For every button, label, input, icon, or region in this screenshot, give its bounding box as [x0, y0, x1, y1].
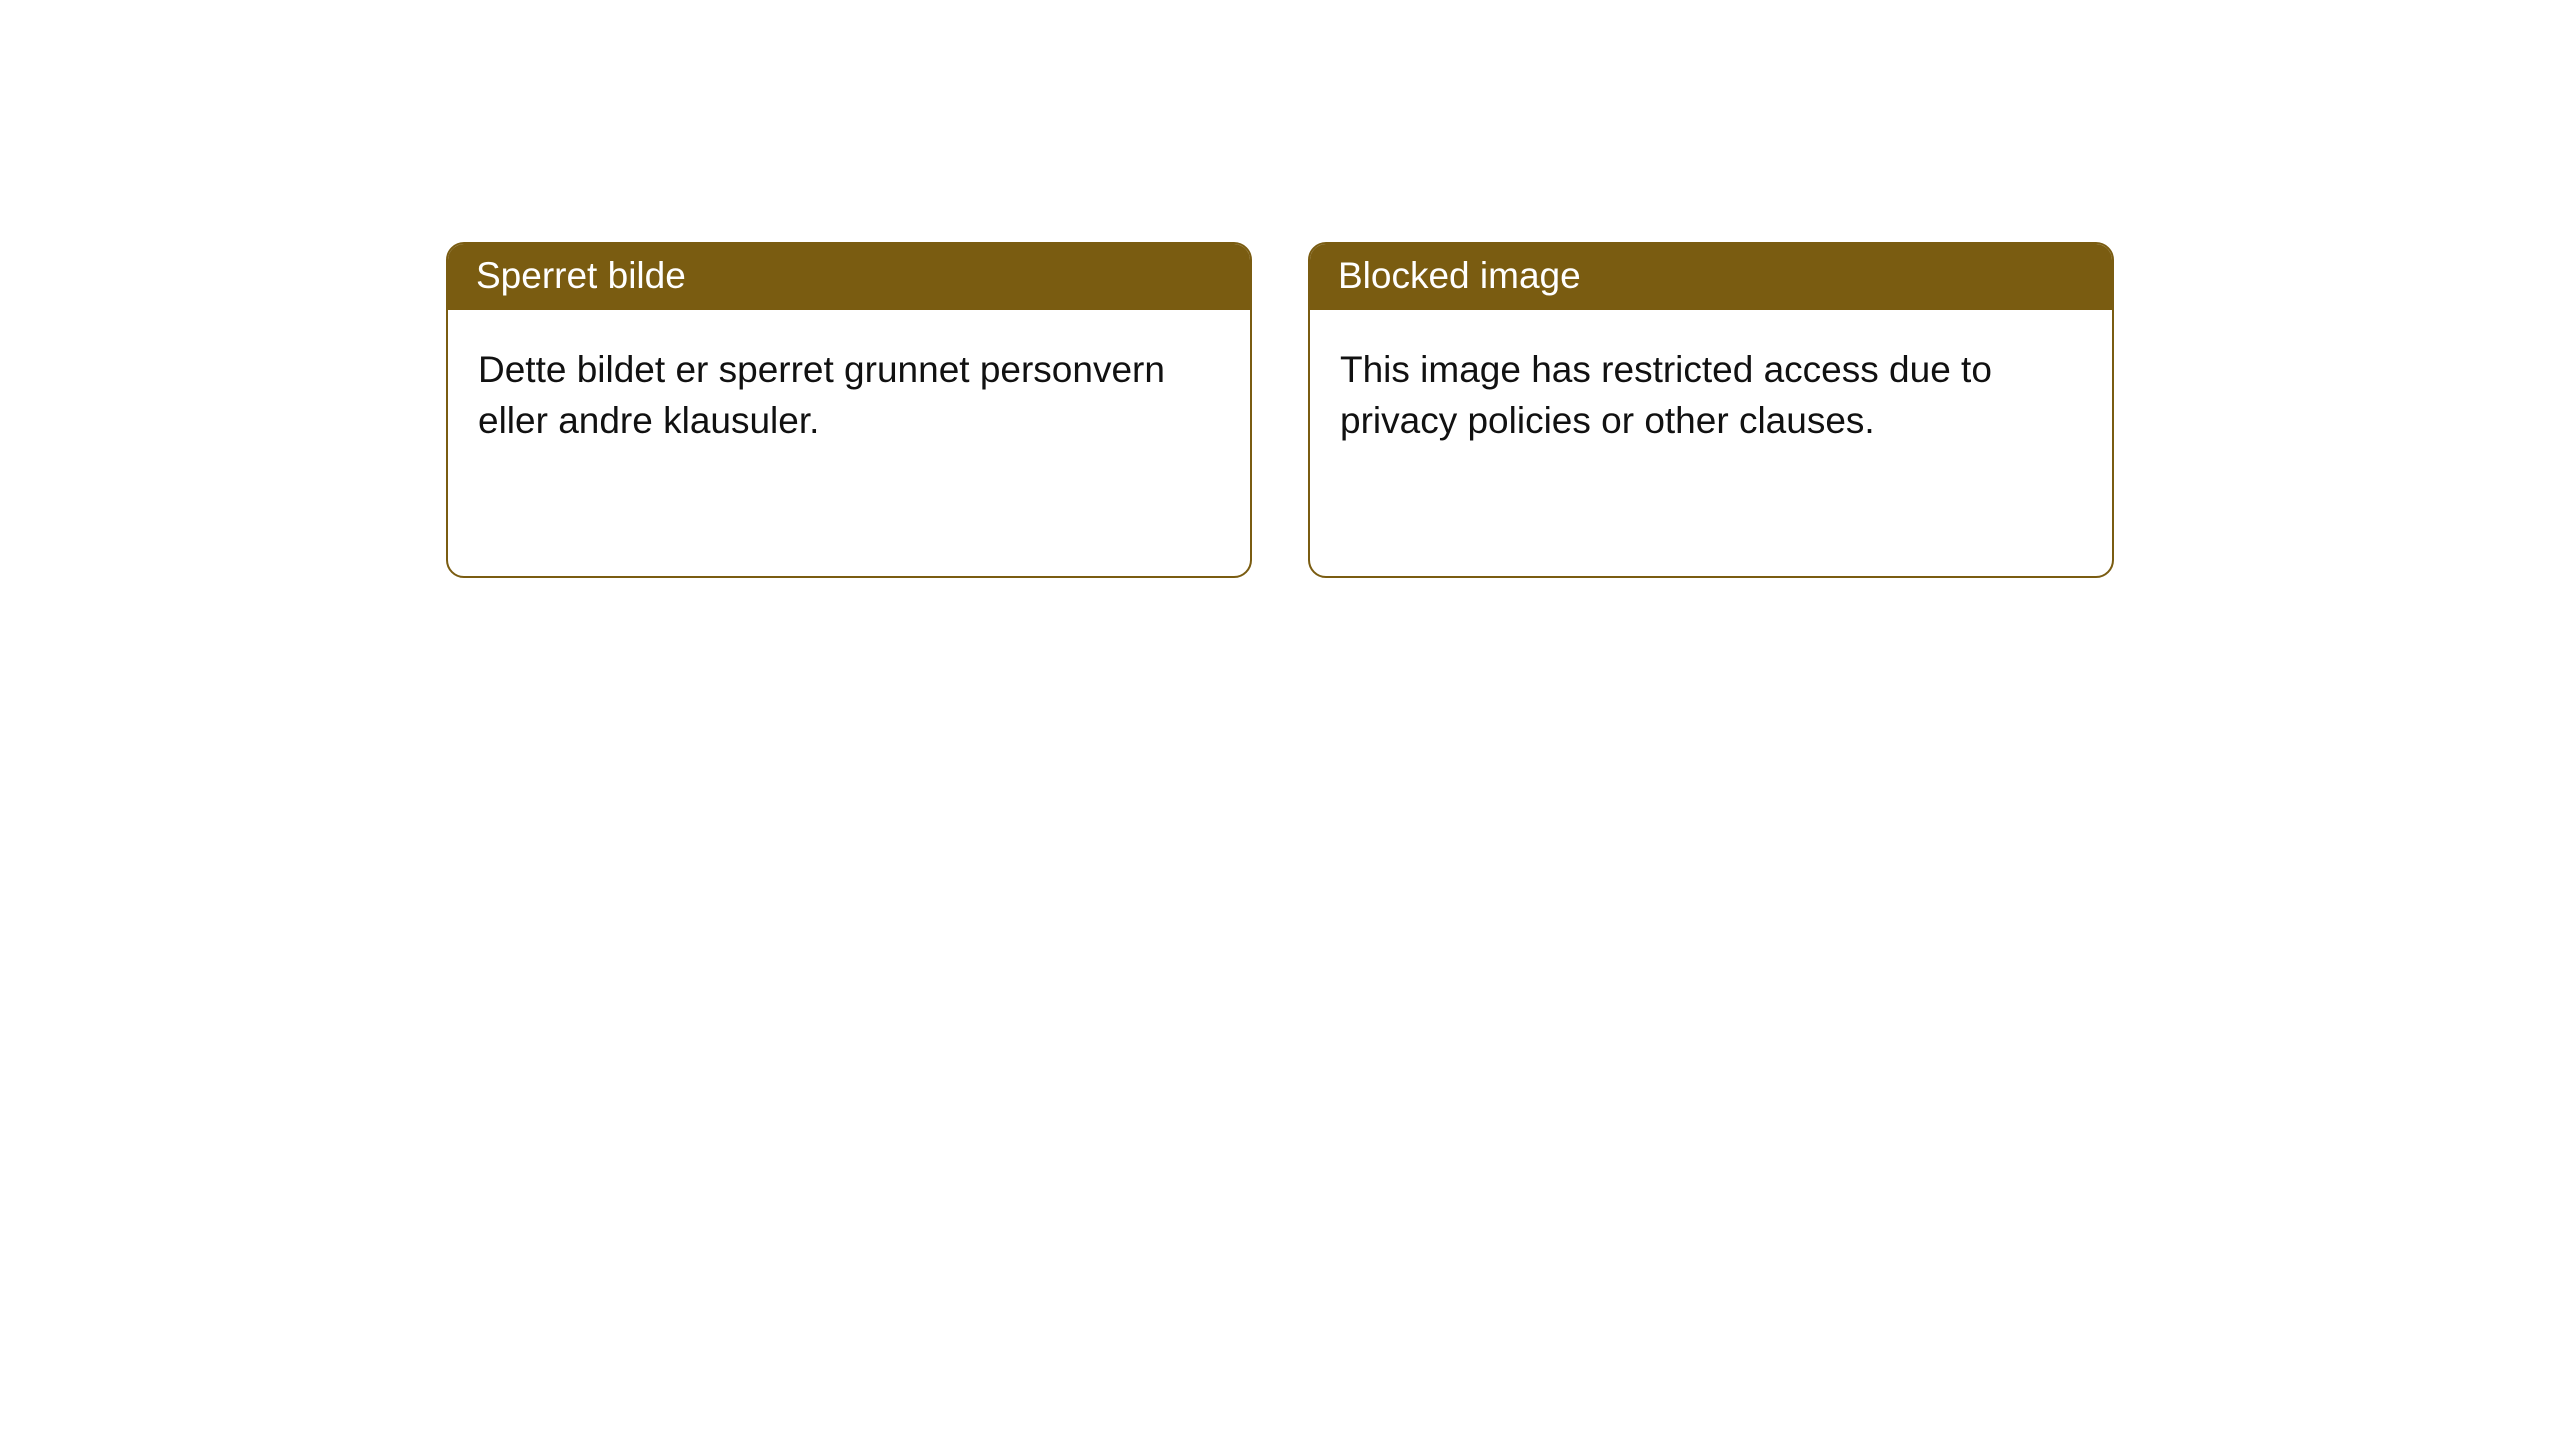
notice-header-no: Sperret bilde	[448, 244, 1250, 310]
notice-header-en: Blocked image	[1310, 244, 2112, 310]
notice-card-en: Blocked image This image has restricted …	[1308, 242, 2114, 578]
notice-container: Sperret bilde Dette bildet er sperret gr…	[0, 0, 2560, 578]
notice-card-no: Sperret bilde Dette bildet er sperret gr…	[446, 242, 1252, 578]
notice-body-no: Dette bildet er sperret grunnet personve…	[448, 310, 1250, 474]
notice-body-en: This image has restricted access due to …	[1310, 310, 2112, 474]
